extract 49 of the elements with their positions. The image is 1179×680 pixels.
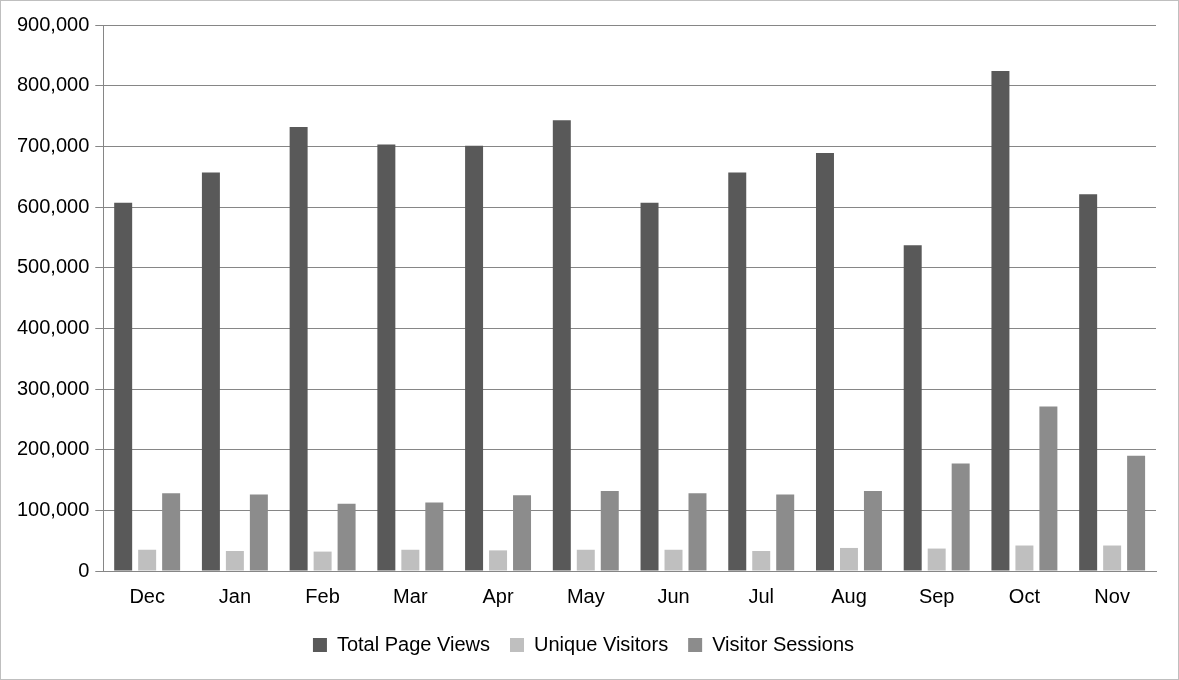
y-tick-label: 700,000 [17, 133, 90, 156]
bar [728, 172, 747, 571]
y-tick-label: 300,000 [17, 376, 90, 399]
x-tick-label: Apr [482, 584, 514, 607]
bar [377, 144, 396, 571]
bar [664, 549, 683, 571]
x-tick-label: Mar [393, 584, 428, 607]
x-tick-label: Sep [918, 584, 955, 607]
y-tick-label: 100,000 [17, 497, 90, 520]
y-tick-label: 0 [78, 558, 90, 581]
y-tick-label: 800,000 [17, 73, 90, 96]
bar [991, 71, 1010, 571]
bar [1079, 194, 1098, 571]
bar [576, 549, 595, 571]
x-tick-label: Jun [657, 584, 690, 607]
x-tick-label: Jan [218, 584, 252, 607]
bar [1103, 545, 1122, 571]
bar [1015, 545, 1034, 571]
bar [815, 153, 834, 571]
legend-label: Total Page Views [336, 632, 491, 655]
x-tick-label: Nov [1094, 584, 1130, 607]
bar [552, 120, 571, 571]
y-tick-label: 400,000 [17, 315, 90, 338]
y-tick-label: 600,000 [17, 194, 90, 217]
bar [289, 126, 308, 571]
x-tick-label: May [566, 584, 605, 607]
bar [225, 550, 244, 571]
bar [465, 145, 484, 571]
bar [114, 202, 133, 571]
legend-label: Unique Visitors [534, 632, 669, 655]
x-tick-label: Oct [1008, 584, 1041, 607]
bar [401, 549, 420, 571]
x-tick-label: Dec [129, 584, 165, 607]
bar [640, 202, 659, 571]
bar [138, 549, 157, 571]
bar [903, 245, 922, 571]
x-tick-label: Aug [831, 584, 867, 607]
x-tick-label: Jul [748, 584, 775, 607]
x-tick-label: Feb [305, 584, 340, 607]
y-tick-label: 900,000 [17, 12, 90, 35]
y-tick-label: 500,000 [17, 255, 90, 278]
bar [489, 550, 508, 571]
bar [752, 550, 771, 571]
y-tick-label: 200,000 [17, 437, 90, 460]
bar [927, 548, 946, 571]
bar [313, 551, 332, 571]
bar [201, 172, 220, 571]
legend-label: Visitor Sessions [712, 632, 855, 655]
bar [839, 547, 858, 571]
